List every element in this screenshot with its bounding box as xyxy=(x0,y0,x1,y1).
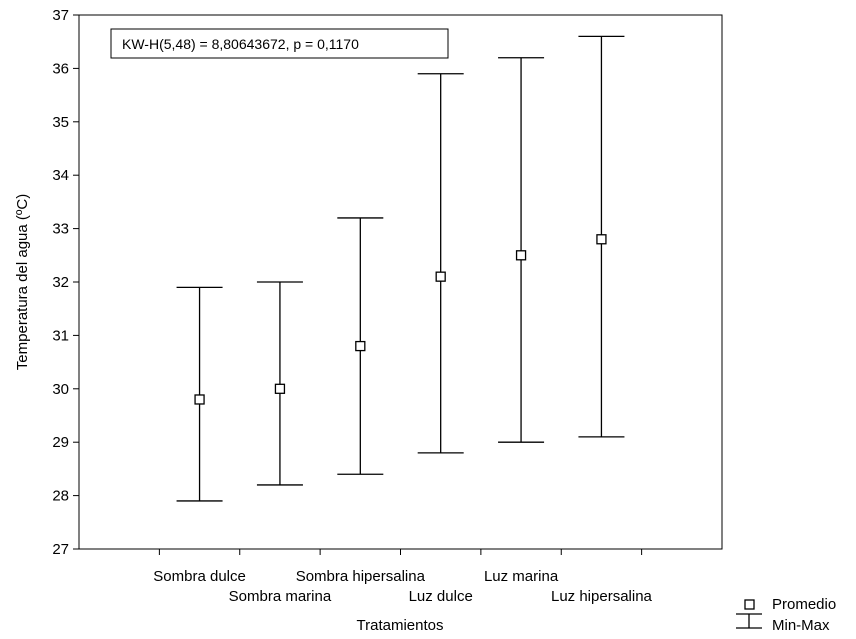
x-tick-label: Sombra marina xyxy=(229,588,332,605)
y-axis: 27 28 29 30 31 32 33 34 35 36 37 xyxy=(52,7,79,558)
x-axis: Sombra dulce Sombra marina Sombra hipersal… xyxy=(153,549,653,605)
mean-marker xyxy=(274,383,286,394)
legend: Promedio Min-Max xyxy=(736,596,836,634)
mean-marker xyxy=(515,250,527,261)
y-axis-title: Temperatura del agua (ºC) xyxy=(14,194,31,370)
mean-marker xyxy=(194,394,205,405)
y-tick-label: 30 xyxy=(52,381,69,398)
y-tick-label: 31 xyxy=(52,327,69,344)
y-tick-label: 27 xyxy=(52,541,69,558)
y-tick-label: 28 xyxy=(52,488,69,505)
y-tick-label: 36 xyxy=(52,60,69,77)
legend-promedio-label: Promedio xyxy=(772,596,836,613)
y-tick-label: 32 xyxy=(52,274,69,291)
mean-marker xyxy=(355,340,366,352)
legend-promedio-marker xyxy=(744,599,755,610)
x-tick-label: Sombra hipersalina xyxy=(296,568,426,585)
y-tick-label: 33 xyxy=(52,221,69,238)
x-tick-label: Luz dulce xyxy=(409,588,473,605)
legend-minmax-label: Min-Max xyxy=(772,617,830,634)
mean-marker xyxy=(596,234,607,245)
plot-marks xyxy=(176,35,625,502)
y-tick-label: 37 xyxy=(52,7,69,24)
legend-minmax-marker xyxy=(736,613,762,629)
annotation-box: KW-H(5,48) = 8,80643672, p = 0,1170 xyxy=(110,28,449,59)
x-tick-label: Sombra dulce xyxy=(153,568,246,585)
y-tick-label: 35 xyxy=(52,114,69,131)
mean-marker xyxy=(435,271,446,282)
plot-frame xyxy=(78,14,723,550)
y-tick-label: 29 xyxy=(52,434,69,451)
x-tick-label: Luz hipersalina xyxy=(551,588,653,605)
annotation-text: KW-H(5,48) = 8,80643672, p = 0,1170 xyxy=(122,36,359,52)
y-tick-label: 34 xyxy=(52,167,69,184)
x-axis-title: Tratamientos xyxy=(357,617,444,634)
x-tick-label: Luz marina xyxy=(484,568,559,585)
